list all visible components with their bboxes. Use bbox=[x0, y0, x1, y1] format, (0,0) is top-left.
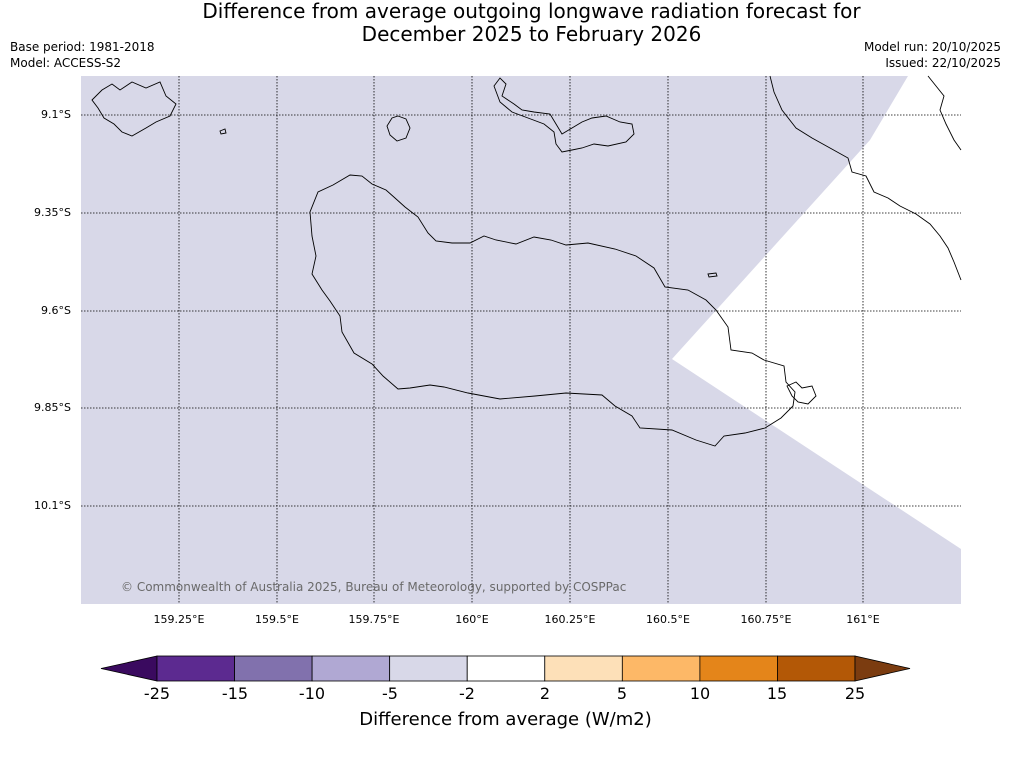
colorbar-title: Difference from average (W/m2) bbox=[359, 709, 652, 730]
lon-label: 161°E bbox=[846, 613, 880, 626]
colorbar-cell bbox=[156, 655, 235, 682]
lat-label: 9.1°S bbox=[41, 108, 71, 121]
model-name: Model: ACCESS-S2 bbox=[10, 56, 122, 70]
colorbar-tick: 25 bbox=[844, 684, 866, 703]
east-cape-islets bbox=[786, 381, 817, 405]
guadalcanal-coastline bbox=[309, 174, 796, 447]
colorbar-tick: 10 bbox=[689, 684, 711, 703]
lon-label: 159.75°E bbox=[348, 613, 400, 626]
map-title: Difference from average outgoing longwav… bbox=[0, 0, 1011, 46]
metadata-right: Model run: 20/10/2025 Issued: 22/10/2025 bbox=[864, 39, 1001, 71]
lat-label: 9.85°S bbox=[34, 401, 71, 414]
lat-label: 10.1°S bbox=[34, 499, 71, 512]
colorbar-tick: -10 bbox=[298, 684, 326, 703]
lon-label: 159.5°E bbox=[255, 613, 299, 626]
colorbar-extend-high bbox=[854, 655, 911, 682]
lon-label: 160.5°E bbox=[646, 613, 690, 626]
colorbar-tick: -25 bbox=[143, 684, 171, 703]
lon-label: 160.25°E bbox=[544, 613, 596, 626]
colorbar-cell bbox=[234, 655, 313, 682]
small-islet-west bbox=[219, 128, 227, 135]
colorbar-cell bbox=[621, 655, 701, 682]
colorbar-tick: -15 bbox=[221, 684, 249, 703]
coastlines bbox=[91, 75, 962, 447]
colorbar-tick: 2 bbox=[539, 684, 551, 703]
colorbar-tick: -5 bbox=[382, 684, 398, 703]
islet-coastline bbox=[707, 272, 718, 278]
metadata-left: Base period: 1981-2018 Model: ACCESS-S2 bbox=[10, 39, 155, 71]
lon-label: 160°E bbox=[455, 613, 489, 626]
base-period: Base period: 1981-2018 bbox=[10, 40, 155, 54]
colorbar-cell bbox=[699, 655, 778, 682]
lat-label: 9.35°S bbox=[34, 206, 71, 219]
colorbar-tick: 15 bbox=[766, 684, 788, 703]
florida-islands-coastline bbox=[493, 77, 635, 153]
lon-label: 159.25°E bbox=[153, 613, 205, 626]
colorbar-cell bbox=[777, 655, 856, 682]
copyright-notice: © Commonwealth of Australia 2025, Bureau… bbox=[121, 580, 627, 594]
colorbar-extend-low bbox=[100, 655, 158, 682]
gridlines bbox=[81, 76, 961, 604]
title-line-2: December 2025 to February 2026 bbox=[361, 22, 702, 46]
lon-label: 160.75°E bbox=[740, 613, 792, 626]
malaita-coastline bbox=[769, 75, 962, 281]
savo-island-coastline bbox=[386, 115, 411, 142]
russell-islands-coastline bbox=[91, 81, 177, 137]
malaita-north-coastline bbox=[927, 75, 962, 151]
colorbar-tick: -2 bbox=[459, 684, 475, 703]
model-run: Model run: 20/10/2025 bbox=[863, 40, 1001, 54]
colorbar-tick: 5 bbox=[616, 684, 628, 703]
title-line-1: Difference from average outgoing longwav… bbox=[202, 0, 861, 23]
colorbar-cell bbox=[311, 655, 391, 682]
anomaly-field-neutral bbox=[672, 76, 961, 549]
colorbar-cell bbox=[466, 655, 546, 682]
issued-date: Issued: 22/10/2025 bbox=[885, 56, 1001, 70]
lat-label: 9.6°S bbox=[41, 304, 71, 317]
colorbar-cell bbox=[389, 655, 468, 682]
colorbar-cell bbox=[544, 655, 623, 682]
